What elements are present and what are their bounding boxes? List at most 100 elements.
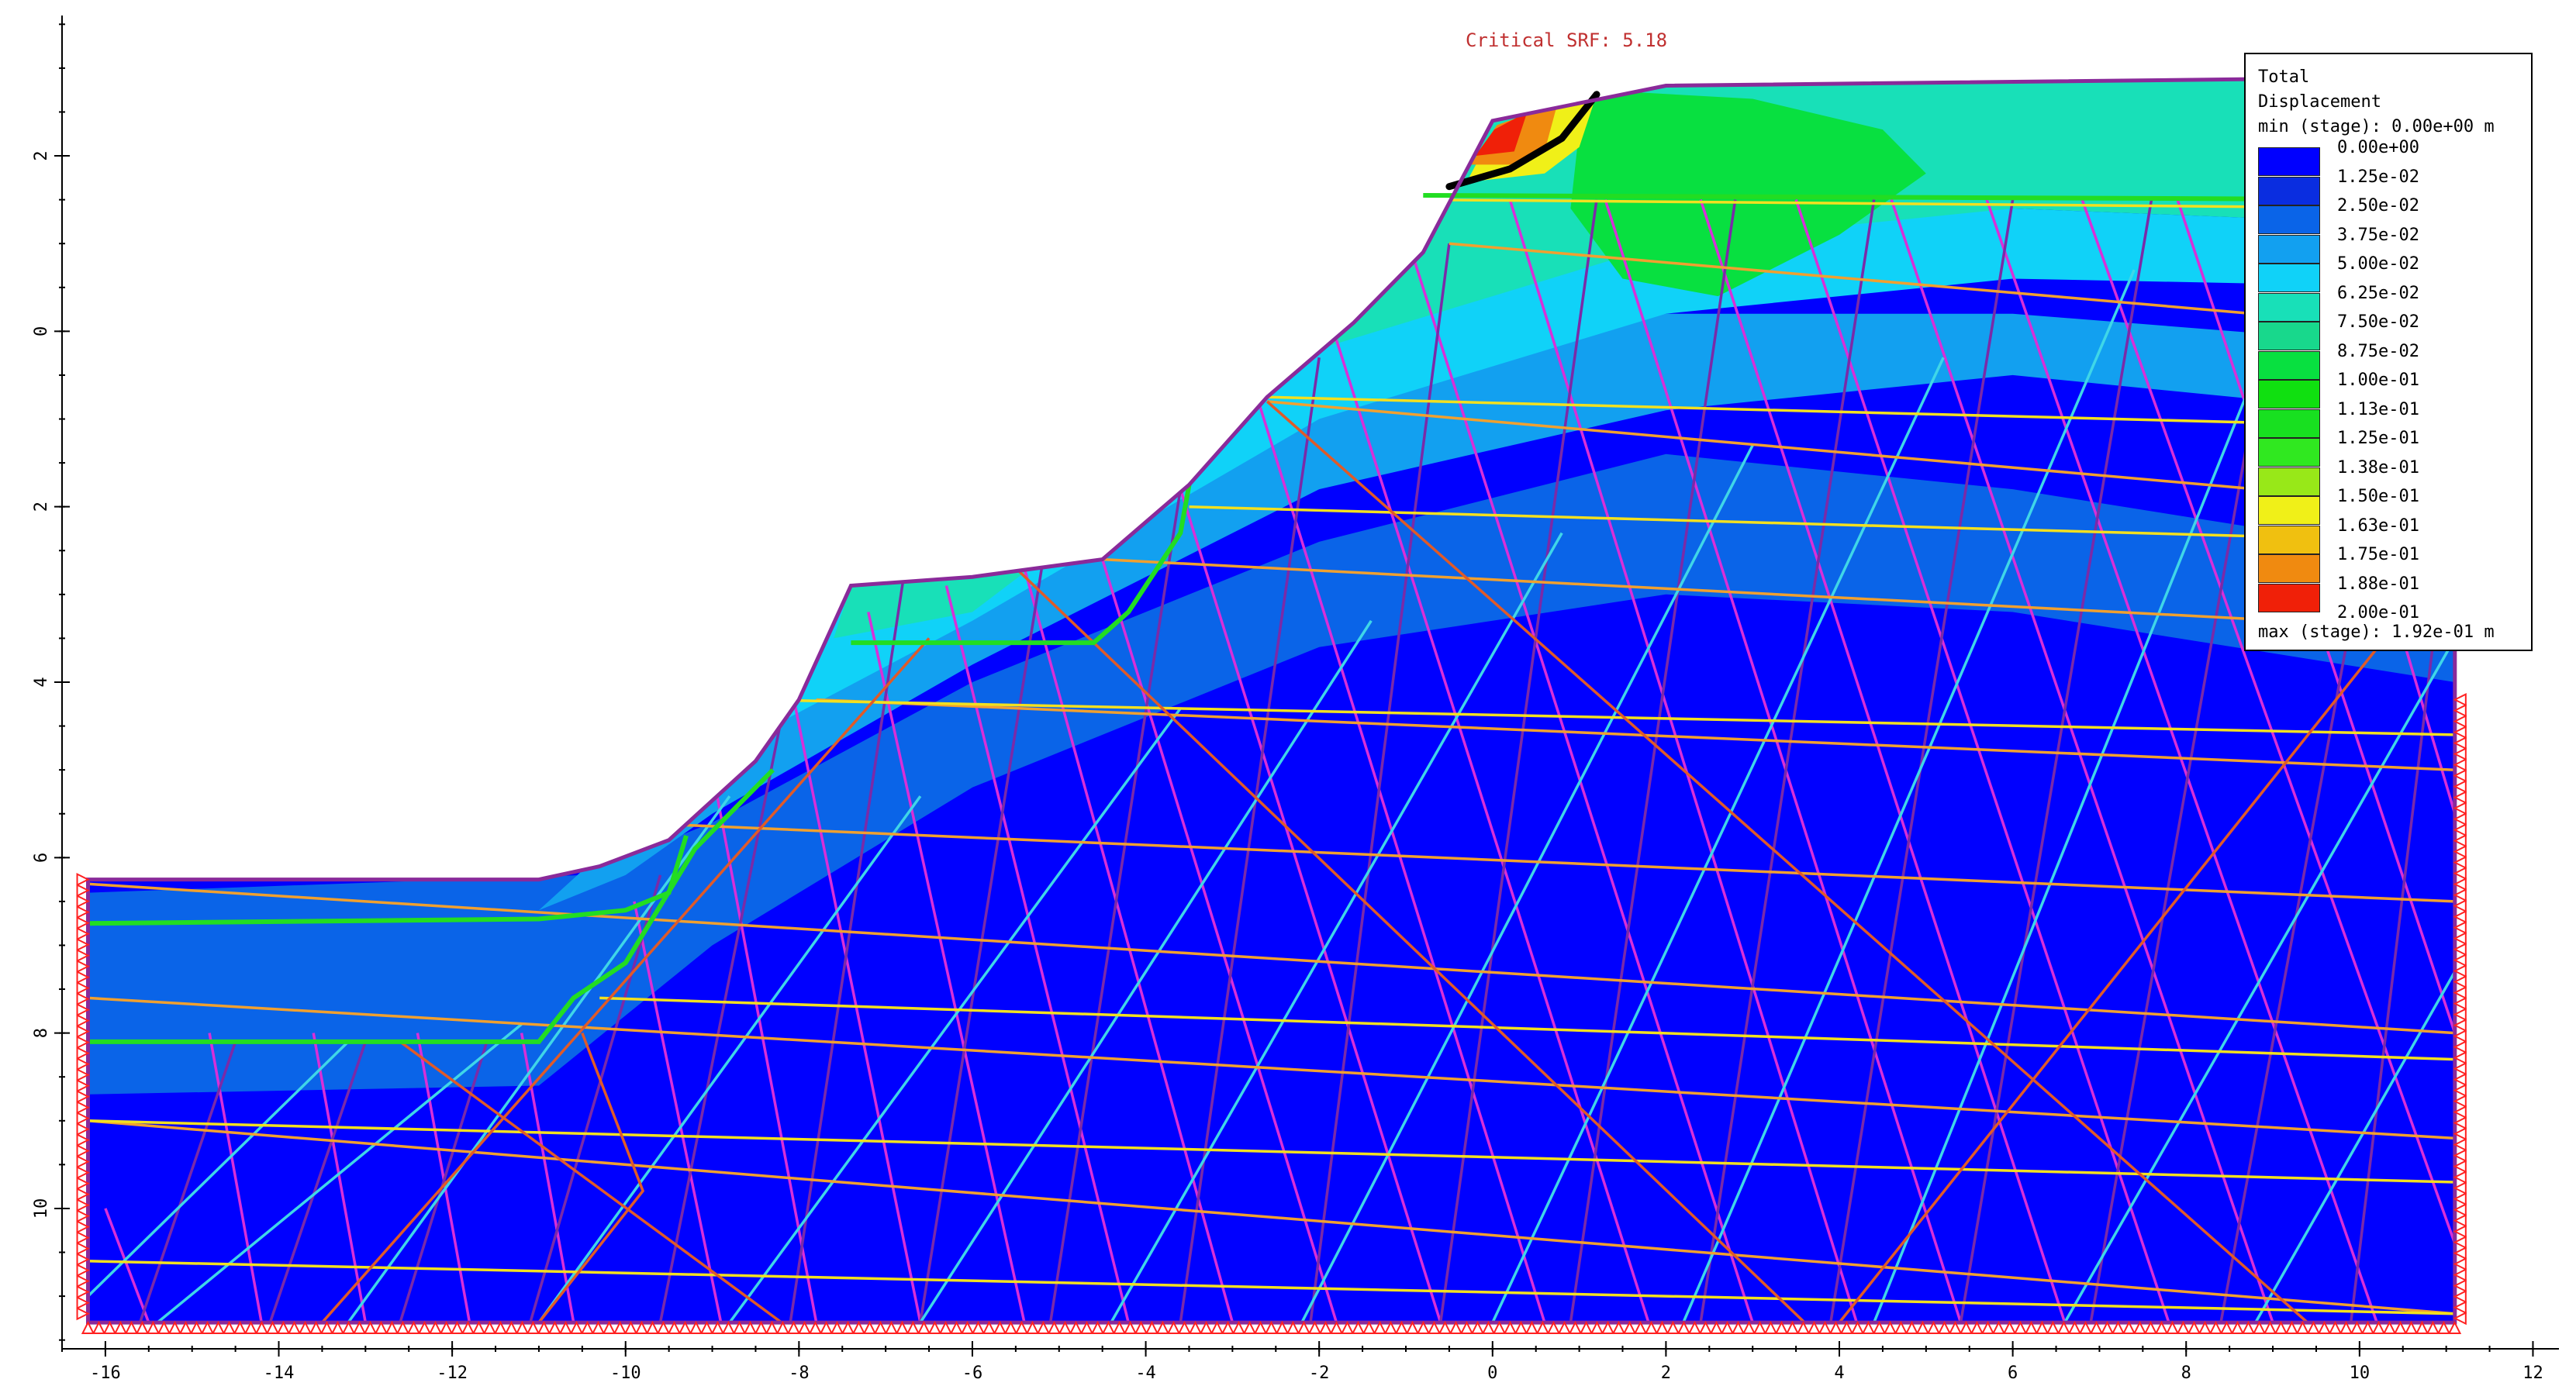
legend-swatch bbox=[2258, 234, 2320, 264]
support-triangle bbox=[76, 1067, 90, 1082]
material-boundary bbox=[88, 768, 775, 1044]
support-triangle bbox=[2453, 1007, 2467, 1022]
support-triangle bbox=[1633, 1320, 1648, 1335]
support-triangle bbox=[1980, 1320, 1995, 1335]
support-triangle bbox=[493, 1320, 508, 1335]
support-triangle bbox=[2453, 1278, 2467, 1293]
joint-line bbox=[537, 1032, 645, 1323]
support-triangle bbox=[76, 1263, 90, 1277]
support-triangle bbox=[1850, 1320, 1865, 1335]
support-triangle bbox=[1069, 1320, 1083, 1335]
support-triangle bbox=[76, 1274, 90, 1288]
support-triangle bbox=[76, 872, 90, 887]
support-triangle bbox=[678, 1320, 692, 1335]
support-triangle bbox=[76, 1035, 90, 1050]
support-triangle bbox=[76, 959, 90, 974]
support-triangle bbox=[1514, 1320, 1528, 1335]
joint-line bbox=[1699, 199, 2067, 1323]
support-triangle bbox=[1991, 1320, 2006, 1335]
support-triangle bbox=[2453, 714, 2467, 729]
legend-level-label: 6.25e-02 bbox=[2337, 283, 2419, 303]
legend-level-label: 2.00e-01 bbox=[2337, 603, 2419, 622]
support-triangle bbox=[1470, 1320, 1485, 1335]
support-triangle bbox=[2453, 757, 2467, 772]
support-triangle bbox=[76, 905, 90, 919]
support-triangle bbox=[1828, 1320, 1843, 1335]
support-triangle bbox=[580, 1320, 595, 1335]
support-triangle bbox=[1807, 1320, 1822, 1335]
x-tick-label: 6 bbox=[2008, 1364, 2018, 1383]
support-triangle bbox=[1394, 1320, 1409, 1335]
support-triangle bbox=[471, 1320, 486, 1335]
support-triangle bbox=[2284, 1320, 2299, 1335]
support-triangle bbox=[1025, 1320, 1040, 1335]
support-triangle bbox=[2453, 746, 2467, 761]
legend-level-label: 2.50e-02 bbox=[2337, 196, 2419, 216]
legend-swatch bbox=[2258, 322, 2320, 350]
legend-swatch bbox=[2258, 554, 2320, 583]
material-boundary bbox=[851, 484, 1192, 646]
support-triangle bbox=[2453, 877, 2467, 891]
support-triangle bbox=[157, 1320, 171, 1335]
support-triangle bbox=[1101, 1320, 1116, 1335]
joint-line bbox=[599, 996, 2455, 1061]
support-triangle bbox=[2263, 1320, 2277, 1335]
support-triangle bbox=[2453, 725, 2467, 740]
joint-line bbox=[208, 1033, 263, 1323]
support-triangle bbox=[982, 1320, 996, 1335]
joint-line bbox=[520, 1033, 575, 1323]
joint-line bbox=[658, 716, 783, 1323]
x-tick-label: 4 bbox=[1834, 1364, 1844, 1383]
support-triangle bbox=[2393, 1320, 2408, 1335]
support-triangle bbox=[895, 1320, 910, 1335]
support-triangle bbox=[2453, 1213, 2467, 1228]
support-triangle bbox=[450, 1320, 464, 1335]
support-triangle bbox=[2056, 1320, 2071, 1335]
support-triangle bbox=[2453, 1061, 2467, 1076]
support-triangle bbox=[1894, 1320, 1908, 1335]
support-triangle bbox=[76, 970, 90, 984]
support-triangle bbox=[1155, 1320, 1170, 1335]
support-triangle bbox=[786, 1320, 801, 1335]
support-triangle bbox=[2046, 1320, 2060, 1335]
support-triangle bbox=[76, 1143, 90, 1158]
support-triangle bbox=[938, 1320, 953, 1335]
support-triangle bbox=[1698, 1320, 1713, 1335]
support-triangle bbox=[1774, 1320, 1789, 1335]
support-triangle bbox=[1427, 1320, 1442, 1335]
legend-swatch bbox=[2258, 292, 2320, 322]
legend-swatch bbox=[2258, 205, 2320, 234]
x-tick-label: 10 bbox=[2350, 1364, 2371, 1383]
support-triangle bbox=[341, 1320, 356, 1335]
support-triangle bbox=[1937, 1320, 1952, 1335]
joint-line bbox=[399, 1040, 783, 1323]
joint-line bbox=[1838, 550, 2455, 1323]
support-triangle bbox=[1883, 1320, 1897, 1335]
support-triangle bbox=[2453, 1191, 2467, 1206]
axes: -16 -14 -12 -10 -8 -6 -4 -2 0 2 4 6 8 10 12 2 0 2 4 6 8 10 bbox=[32, 16, 2559, 1383]
support-triangle bbox=[2453, 996, 2467, 1011]
legend-swatch bbox=[2258, 380, 2320, 409]
legend-swatch bbox=[2258, 583, 2320, 612]
y-tick-label: 6 bbox=[32, 853, 51, 863]
support-triangle bbox=[830, 1320, 844, 1335]
support-triangle bbox=[76, 1219, 90, 1234]
support-triangle bbox=[461, 1320, 475, 1335]
support-triangle bbox=[135, 1320, 150, 1335]
support-triangle bbox=[1731, 1320, 1746, 1335]
legend-level-label: 1.00e-01 bbox=[2337, 371, 2419, 390]
support-triangle bbox=[1611, 1320, 1626, 1335]
support-triangle bbox=[76, 926, 90, 941]
support-triangle bbox=[76, 991, 90, 1006]
support-triangle bbox=[2453, 855, 2467, 870]
support-triangle bbox=[76, 1089, 90, 1104]
support-triangle bbox=[2035, 1320, 2049, 1335]
x-tick-label: -10 bbox=[610, 1364, 641, 1383]
support-triangle bbox=[2453, 779, 2467, 794]
support-triangle bbox=[2453, 790, 2467, 805]
support-triangle bbox=[2453, 812, 2467, 826]
support-triangle bbox=[2453, 866, 2467, 881]
legend-level-label: 1.50e-01 bbox=[2337, 487, 2419, 506]
support-triangle bbox=[2360, 1320, 2375, 1335]
support-triangle bbox=[591, 1320, 606, 1335]
